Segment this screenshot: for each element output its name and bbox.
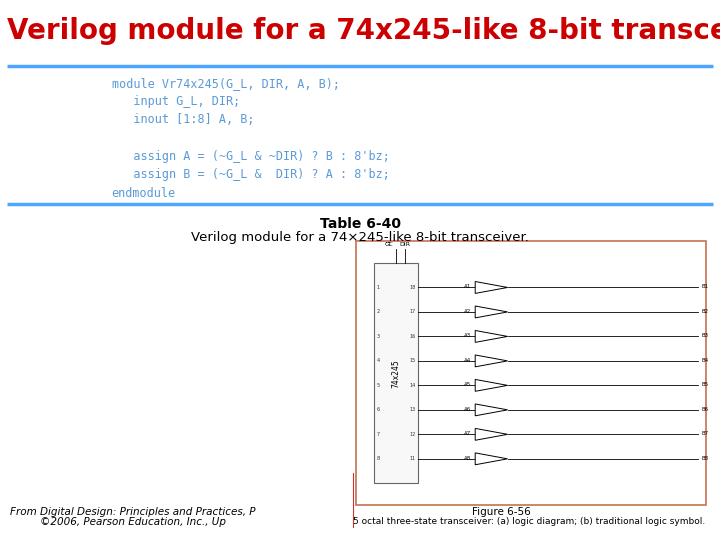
Text: B5: B5 (702, 382, 709, 387)
Text: 18: 18 (409, 285, 415, 290)
Polygon shape (475, 281, 508, 293)
Text: A7: A7 (464, 431, 472, 436)
Polygon shape (475, 330, 508, 342)
Polygon shape (475, 428, 508, 440)
Text: 16: 16 (409, 334, 415, 339)
Text: A1: A1 (464, 285, 472, 289)
Text: Table 6-40: Table 6-40 (320, 217, 400, 231)
Text: 13: 13 (409, 407, 415, 413)
Text: 74x245: 74x245 (392, 359, 400, 388)
Polygon shape (475, 404, 508, 416)
Text: 5 octal three-state transceiver: (a) logic diagram; (b) traditional logic symbol: 5 octal three-state transceiver: (a) log… (353, 517, 705, 526)
Text: A8: A8 (464, 456, 472, 461)
Text: B8: B8 (702, 456, 709, 461)
Text: module Vr74x245(G_L, DIR, A, B);: module Vr74x245(G_L, DIR, A, B); (112, 77, 340, 90)
Text: endmodule: endmodule (112, 187, 176, 200)
Polygon shape (475, 306, 508, 318)
Text: B4: B4 (702, 358, 709, 363)
Text: B6: B6 (702, 407, 709, 412)
Text: B2: B2 (702, 309, 709, 314)
Text: 11: 11 (409, 456, 415, 461)
Text: Verilog module for a 74x245-like 8-bit transceiver: Verilog module for a 74x245-like 8-bit t… (7, 17, 720, 45)
Text: A2: A2 (464, 309, 472, 314)
Text: B7: B7 (702, 431, 709, 436)
Text: 14: 14 (409, 383, 415, 388)
Polygon shape (475, 355, 508, 367)
Text: inout [1:8] A, B;: inout [1:8] A, B; (112, 113, 254, 126)
Text: 12: 12 (409, 432, 415, 437)
Text: 1: 1 (377, 285, 379, 290)
Text: A6: A6 (464, 407, 472, 412)
Text: assign B = (~G_L &  DIR) ? A : 8'bz;: assign B = (~G_L & DIR) ? A : 8'bz; (112, 168, 390, 181)
Bar (356, 241, 706, 505)
Text: 17: 17 (409, 309, 415, 314)
Text: A5: A5 (464, 382, 472, 387)
Text: 15: 15 (409, 359, 415, 363)
Text: 6: 6 (377, 407, 379, 413)
Text: ©2006, Pearson Education, Inc., Up: ©2006, Pearson Education, Inc., Up (40, 517, 226, 528)
Polygon shape (475, 380, 508, 392)
Bar (374, 263, 418, 483)
Text: DIR: DIR (399, 242, 410, 247)
Text: 5: 5 (377, 383, 379, 388)
Text: input G_L, DIR;: input G_L, DIR; (112, 95, 240, 108)
Text: 3: 3 (377, 334, 379, 339)
Text: A4: A4 (464, 358, 472, 363)
Text: Verilog module for a 74×245-like 8-bit transceiver.: Verilog module for a 74×245-like 8-bit t… (191, 231, 529, 244)
Text: Figure 6-56: Figure 6-56 (472, 507, 531, 517)
Text: B3: B3 (702, 333, 709, 339)
Text: G̅L̅: G̅L̅ (384, 242, 393, 247)
Text: 2: 2 (377, 309, 379, 314)
Text: 4: 4 (377, 359, 379, 363)
Text: 7: 7 (377, 432, 379, 437)
Text: B1: B1 (702, 285, 709, 289)
Text: assign A = (~G_L & ~DIR) ? B : 8'bz;: assign A = (~G_L & ~DIR) ? B : 8'bz; (112, 150, 390, 163)
Text: From ​Digital Design: Principles and Practices​, P: From ​Digital Design: Principles and Pra… (11, 507, 256, 517)
Polygon shape (475, 453, 508, 465)
Text: A3: A3 (464, 333, 472, 339)
Text: 8: 8 (377, 456, 379, 461)
